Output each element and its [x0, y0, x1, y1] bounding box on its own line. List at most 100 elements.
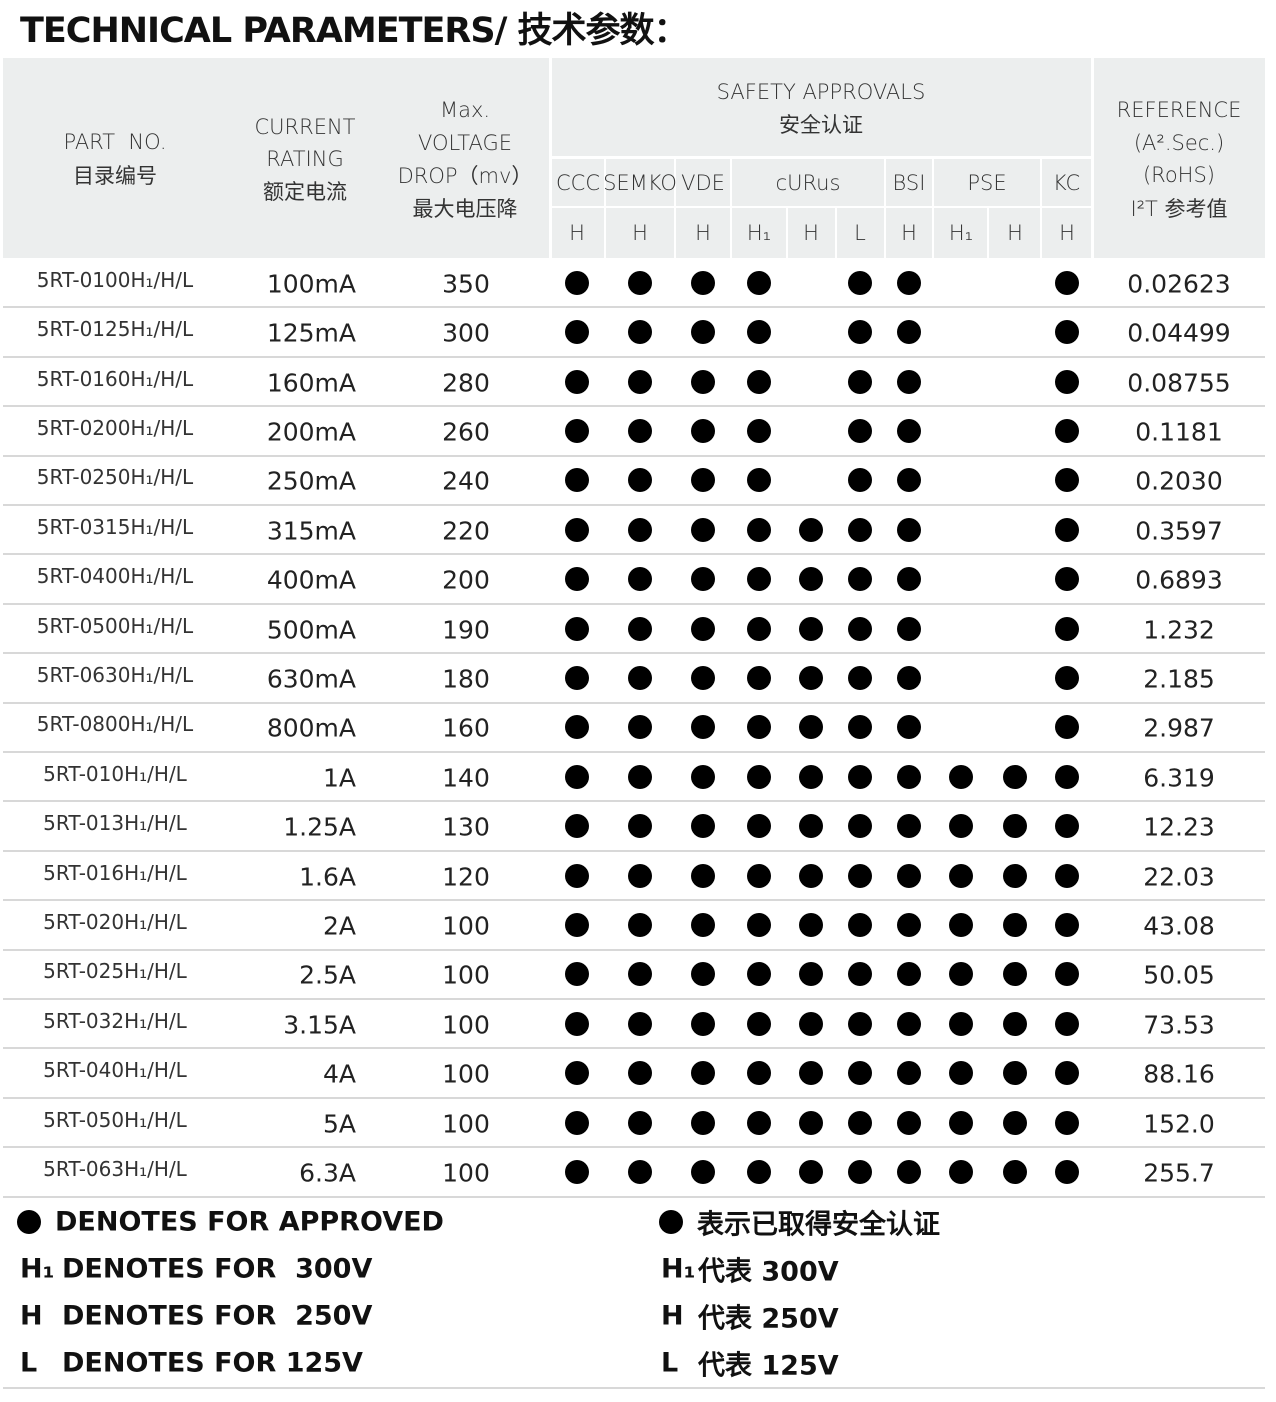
approval-dot [628, 962, 652, 987]
approval-dot [897, 517, 921, 542]
voltage-drop: 120 [442, 862, 490, 891]
approval-dot [1055, 1011, 1079, 1036]
rating-label: H₁ [746, 221, 772, 245]
approval-dot [691, 1061, 715, 1086]
part-number: 5RT-0100H₁/H/L [36, 267, 194, 292]
part-number: 5RT-010H₁/H/L [43, 761, 187, 786]
approval-dot [1003, 1011, 1027, 1036]
approval-dot [628, 665, 652, 690]
approval-dot [565, 270, 589, 295]
approval-dot [747, 270, 771, 295]
approval-dot [1055, 764, 1079, 789]
approval-dot [1003, 912, 1027, 937]
legend-dot [17, 1210, 41, 1234]
part-number: 5RT-016H₁/H/L [43, 860, 187, 885]
current-rating: 250mA [266, 466, 356, 496]
approval-dot [949, 764, 973, 789]
approval-dot [747, 320, 771, 345]
row-divider [3, 701, 1265, 704]
rating-label: H [901, 221, 917, 245]
approval-dot [628, 418, 652, 443]
approval-dot [747, 962, 771, 987]
row-divider [3, 751, 1265, 753]
reference-value: 12.23 [1143, 812, 1215, 842]
cell-border [884, 158, 886, 258]
approval-dot [565, 715, 589, 740]
approval-dot [628, 517, 652, 542]
approval-dot [897, 418, 921, 443]
approval-dot [799, 1061, 823, 1086]
voltage-drop: 180 [442, 664, 490, 694]
approval-dot [848, 320, 872, 345]
part-number: 5RT-0800H₁/H/L [36, 712, 194, 737]
approval-dot [848, 715, 872, 740]
voltage-drop: 190 [442, 615, 490, 644]
column-header: (RoHS) [1142, 163, 1216, 187]
approval-dot [628, 320, 652, 345]
approval-dot [691, 764, 715, 789]
approval-dot [799, 1159, 823, 1184]
voltage-drop: 100 [442, 1109, 490, 1138]
rating-label: H [632, 221, 648, 245]
approval-dot [747, 1159, 771, 1184]
approval-dot [565, 320, 589, 345]
approval-dot [747, 567, 771, 592]
legend-symbol: L [661, 1347, 679, 1379]
current-rating: 2.5A [299, 960, 356, 990]
reference-value: 152.0 [1143, 1109, 1215, 1138]
approval-dot [1003, 1061, 1027, 1086]
reference-value: 255.7 [1143, 1158, 1215, 1188]
approval-dot [565, 1011, 589, 1036]
voltage-drop: 100 [442, 960, 490, 990]
approval-dot [848, 616, 872, 641]
approval-dot [1055, 665, 1079, 690]
page-title: TECHNICAL PARAMETERS/ 技术参数： [20, 11, 689, 51]
part-number: 5RT-020H₁/H/L [43, 909, 187, 934]
approval-dot [799, 1011, 823, 1036]
part-number: 5RT-040H₁/H/L [43, 1058, 187, 1083]
approval-dot [747, 418, 771, 443]
reference-value: 0.6893 [1135, 565, 1223, 595]
voltage-drop: 100 [442, 1158, 490, 1188]
approval-dot [565, 616, 589, 641]
approval-dot [897, 270, 921, 295]
row-divider [3, 1047, 1265, 1050]
reference-value: 0.08755 [1127, 368, 1231, 397]
reference-value: 0.04499 [1127, 318, 1231, 348]
approval-dot [1003, 764, 1027, 789]
column-header: I²T 参考值 [1130, 196, 1228, 221]
voltage-drop: 300 [442, 318, 490, 348]
column-header: Max. [439, 98, 491, 122]
approval-dot [799, 962, 823, 987]
approval-dot [848, 517, 872, 542]
approval-dot [691, 715, 715, 740]
approval-dot [949, 1011, 973, 1036]
approval-dot [1003, 962, 1027, 987]
column-header: DROP（mv） [397, 164, 533, 188]
row-divider [3, 948, 1265, 951]
approval-dot [799, 567, 823, 592]
row-divider [3, 504, 1265, 506]
approval-dot [747, 764, 771, 789]
approval-dot [628, 1011, 652, 1036]
column-header: 目录编号 [73, 164, 157, 188]
approval-dot [897, 616, 921, 641]
approval-dot [747, 814, 771, 839]
voltage-drop: 200 [442, 565, 490, 595]
agency-name: SEMKO [603, 171, 677, 195]
part-number: 5RT-0500H₁/H/L [36, 613, 194, 638]
approval-dot [565, 764, 589, 789]
column-header: CURRENT [254, 115, 356, 139]
approval-dot [799, 665, 823, 690]
approval-dot [799, 616, 823, 641]
approval-dot [799, 517, 823, 542]
legend-text: DENOTES FOR 125V [62, 1347, 363, 1379]
column-header: PART NO. [63, 130, 167, 154]
approval-dot [897, 764, 921, 789]
approval-dot [949, 863, 973, 888]
approval-dot [848, 764, 872, 789]
column-header: RATING [266, 147, 344, 171]
approval-dot [565, 418, 589, 443]
approval-dot [848, 369, 872, 394]
reference-value: 50.05 [1143, 960, 1215, 990]
